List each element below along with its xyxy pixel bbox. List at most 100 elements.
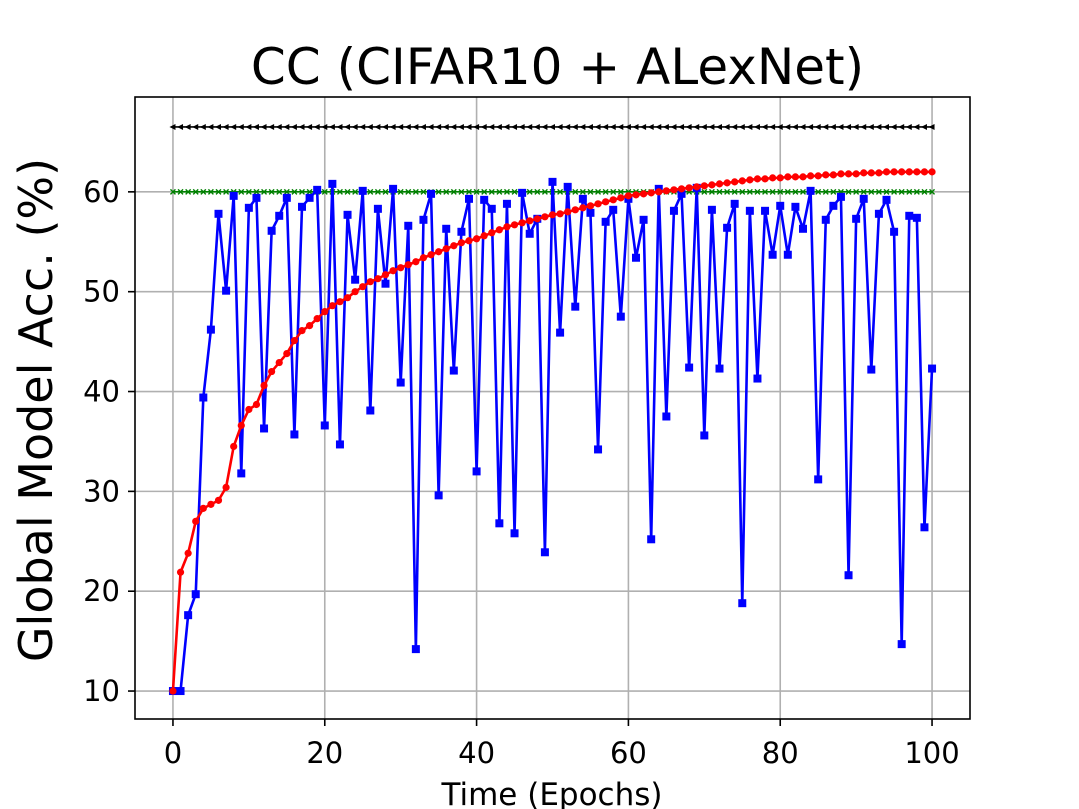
data-point: [238, 188, 245, 195]
data-point: [586, 202, 595, 210]
data-point: [655, 123, 662, 130]
data-point: [518, 219, 526, 227]
data-point: [176, 687, 185, 696]
data-point: [731, 188, 738, 195]
data-point: [237, 421, 245, 430]
data-point: [366, 278, 374, 286]
data-point: [496, 188, 503, 195]
data-point: [373, 204, 382, 213]
data-point: [215, 188, 222, 195]
data-point: [708, 188, 715, 195]
data-point: [427, 123, 434, 130]
data-point: [814, 172, 822, 180]
data-point: [845, 123, 852, 130]
data-point: [852, 214, 861, 223]
data-point: [169, 687, 177, 695]
data-point: [358, 186, 367, 195]
data-point: [769, 188, 776, 195]
data-point: [800, 188, 806, 195]
series-line: [172, 180, 934, 693]
data-point: [776, 201, 785, 210]
data-point: [768, 250, 777, 259]
data-point: [769, 174, 777, 182]
data-point: [450, 242, 458, 250]
data-point: [412, 258, 420, 266]
data-point: [829, 201, 838, 210]
data-point: [321, 308, 329, 316]
data-point: [822, 123, 829, 130]
data-point: [792, 188, 799, 195]
data-point: [799, 224, 807, 233]
data-point: [169, 188, 176, 195]
data-point: [177, 123, 184, 130]
data-point: [777, 188, 784, 195]
data-point: [275, 358, 283, 367]
data-point: [237, 123, 244, 130]
data-point: [731, 178, 739, 186]
data-point: [283, 349, 291, 358]
data-point: [845, 188, 852, 195]
data-point: [192, 517, 200, 525]
data-point: [268, 367, 276, 376]
data-point: [677, 185, 686, 193]
data-point: [738, 177, 746, 185]
data-point: [609, 205, 618, 214]
data-point: [261, 188, 268, 195]
data-point: [579, 204, 587, 212]
data-point: [624, 192, 633, 200]
data-point: [639, 215, 648, 224]
data-point: [677, 189, 686, 198]
data-point: [548, 211, 557, 219]
data-point: [541, 188, 548, 195]
data-point: [708, 123, 715, 130]
data-point: [860, 188, 867, 195]
data-point: [230, 123, 237, 130]
data-point: [245, 405, 253, 414]
data-point: [723, 223, 732, 232]
data-point: [912, 213, 921, 222]
data-point: [563, 182, 572, 191]
data-point: [882, 195, 891, 204]
data-point: [352, 188, 359, 195]
data-point: [571, 123, 578, 130]
data-point: [647, 189, 655, 197]
data-point: [176, 568, 185, 576]
data-point: [776, 123, 783, 130]
data-point: [343, 210, 352, 219]
x-tick-label: 20: [306, 736, 343, 770]
data-point: [815, 188, 822, 195]
data-point: [381, 271, 390, 279]
data-point: [844, 170, 853, 178]
data-point: [450, 188, 457, 195]
data-point: [655, 188, 663, 196]
data-point: [443, 188, 450, 195]
data-point: [298, 202, 306, 211]
data-point: [723, 123, 730, 130]
x-tick-label: 60: [610, 736, 647, 770]
data-point: [891, 188, 898, 195]
x-tick-label: 0: [164, 736, 182, 770]
data-point: [557, 188, 564, 195]
data-point: [700, 431, 709, 440]
data-point: [343, 294, 352, 302]
data-point: [245, 123, 252, 130]
data-point: [366, 123, 373, 130]
data-point: [586, 123, 593, 130]
data-point: [419, 123, 426, 130]
data-point: [488, 188, 495, 195]
data-point: [769, 123, 776, 130]
data-point: [305, 193, 314, 202]
data-point: [762, 188, 769, 195]
data-point: [230, 442, 238, 451]
data-point: [502, 199, 511, 208]
data-point: [260, 424, 269, 433]
data-point: [746, 123, 753, 130]
data-point: [503, 223, 511, 231]
data-point: [882, 168, 891, 176]
data-point: [693, 123, 700, 130]
data-point: [374, 188, 381, 195]
data-point: [252, 123, 259, 130]
data-point: [184, 123, 191, 130]
data-point: [245, 188, 252, 195]
data-point: [487, 204, 496, 213]
